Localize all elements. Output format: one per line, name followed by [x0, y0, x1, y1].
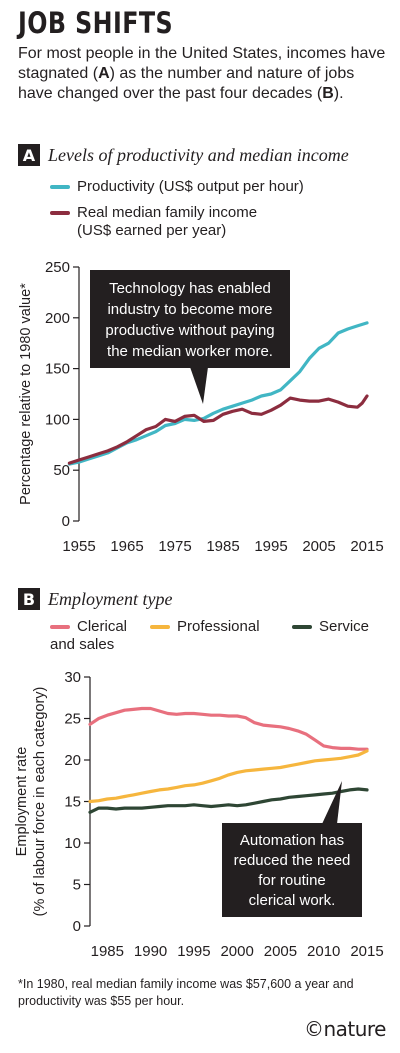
intro-part: ) as the number and nature of jobs have … — [18, 65, 355, 102]
x-tick-label: 1990 — [134, 943, 167, 960]
y-axis-title: (% of labour force in each category) — [32, 687, 48, 917]
intro-part: ). — [333, 85, 344, 102]
legend-swatch — [50, 625, 70, 629]
panel-a-badge: A — [18, 144, 40, 166]
y-axis-title: Percentage relative to 1980 value* — [18, 283, 34, 505]
y-tick-label: 0 — [73, 918, 81, 935]
legend-label: Professional — [177, 618, 260, 635]
y-tick-label: 10 — [64, 835, 81, 852]
x-tick-label: 2005 — [302, 538, 335, 555]
intro-part: For most people in the United States, in… — [18, 45, 386, 82]
panel-a-header: A Levels of productivity and median inco… — [18, 144, 349, 166]
y-tick-label: 20 — [64, 752, 81, 769]
x-tick-label: 1985 — [206, 538, 239, 555]
annotation-text: industry to become more — [107, 301, 272, 318]
legend-label: Clerical and sales — [50, 618, 128, 654]
annotation-text: clerical work. — [249, 892, 336, 909]
intro-ref-a: A — [98, 65, 110, 82]
x-tick-label: 1985 — [91, 943, 124, 960]
panel-b-title: Employment type — [48, 588, 173, 609]
y-tick-label: 25 — [64, 711, 81, 728]
x-tick-label: 1955 — [62, 538, 95, 555]
annotation-text: Automation has — [240, 832, 344, 849]
y-tick-label: 50 — [53, 462, 70, 479]
legend-label-line1: Clerical — [77, 618, 128, 635]
y-tick-label: 5 — [73, 877, 81, 894]
x-tick-label: 1995 — [177, 943, 210, 960]
x-tick-label: 2000 — [220, 943, 253, 960]
legend-swatch — [150, 625, 170, 629]
x-tick-label: 2015 — [350, 538, 383, 555]
y-tick-label: 200 — [45, 310, 70, 327]
annotation-box — [90, 270, 290, 368]
annotation-text: the median worker more. — [107, 343, 273, 360]
x-tick-label: 1995 — [254, 538, 287, 555]
chart-b: 0 5 10 15 20 25 30 1985 1990 1995 2000 2005 2010 2015… — [14, 669, 384, 960]
intro-text: For most people in the United States, in… — [18, 44, 393, 104]
x-tick-label: 2015 — [350, 943, 383, 960]
annotation-pointer — [190, 367, 208, 404]
nature-logo: ©nature — [303, 1017, 387, 1041]
series-line — [88, 787, 369, 814]
annotation-text: for routine — [258, 872, 326, 889]
annotation-box — [222, 823, 362, 917]
legend-label-line2: and sales — [50, 636, 115, 653]
y-axis-title: Employment rate — [14, 747, 30, 857]
annotation-text: Technology has enabled — [109, 280, 271, 297]
headline: JOB SHIFTS — [18, 6, 174, 40]
legend-swatch — [50, 185, 70, 189]
y-tick-label: 150 — [45, 361, 70, 378]
x-tick-label: 2005 — [264, 943, 297, 960]
legend-swatch — [50, 211, 70, 215]
legend-service: Service — [292, 618, 369, 636]
series-line — [67, 394, 369, 465]
x-tick-label: 1975 — [158, 538, 191, 555]
y-tick-label: 30 — [64, 669, 81, 686]
x-tick-label: 1965 — [110, 538, 143, 555]
y-tick-label: 100 — [45, 411, 70, 428]
legend-label-line1: Real median family income — [77, 204, 258, 221]
intro-ref-b: B — [322, 85, 334, 102]
legend-clerical: Clerical and sales — [50, 618, 127, 654]
annotation-text: reduced the need — [234, 852, 351, 869]
legend-professional: Professional — [150, 618, 260, 636]
legend-productivity: Productivity (US$ output per hour) — [50, 178, 304, 196]
legend-label-line2: (US$ earned per year) — [77, 222, 227, 239]
legend-median-income: Real median family income (US$ earned per… — [50, 204, 257, 240]
y-tick-label: 15 — [64, 794, 81, 811]
legend-label: Real median family income (US$ earned per… — [77, 204, 257, 240]
y-tick-label: 250 — [45, 259, 70, 276]
legend-label: Service — [319, 618, 370, 635]
annotation-pointer — [322, 781, 342, 824]
footnote: *In 1980, real median family income was … — [18, 977, 354, 1008]
legend-label: Productivity (US$ output per hour) — [77, 178, 304, 195]
annotation-text: productive without paying — [105, 322, 274, 339]
y-tick-label: 0 — [62, 513, 70, 530]
panel-b-header: B Employment type — [18, 588, 172, 610]
chart-a: 0 50 100 150 200 250 1955 1965 1975 1985 1995 2005 2… — [18, 259, 384, 555]
legend-swatch — [292, 625, 312, 629]
panel-b-badge: B — [18, 588, 40, 610]
panel-a-title: Levels of productivity and median income — [48, 144, 349, 165]
series-line — [88, 749, 369, 804]
x-tick-label: 2010 — [307, 943, 340, 960]
series-line — [88, 706, 369, 751]
